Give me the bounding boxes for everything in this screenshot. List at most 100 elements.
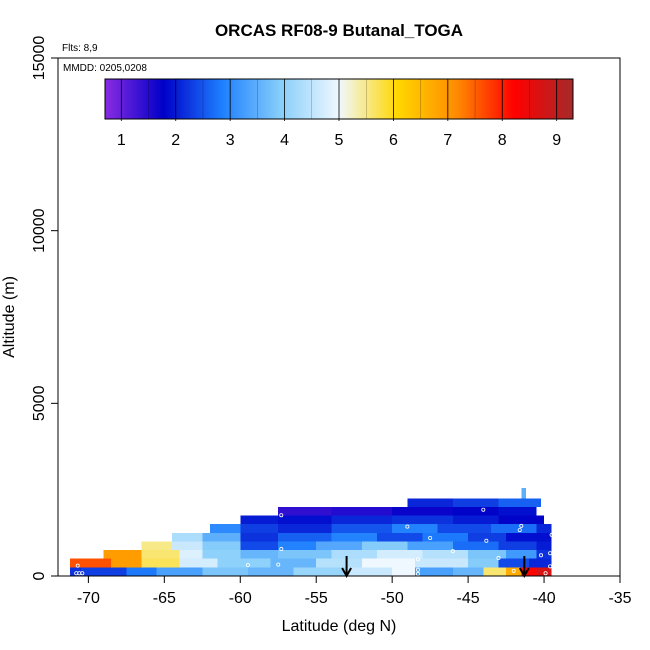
- colorbar-tick-label: 4: [280, 132, 289, 149]
- heatmap-cell: [179, 550, 203, 559]
- heatmap-cell: [452, 567, 484, 576]
- heatmap-cell: [452, 498, 499, 507]
- heatmap-cell: [498, 498, 542, 507]
- sample-point: [279, 547, 284, 552]
- heatmap-cell: [498, 506, 537, 516]
- sample-point: [415, 567, 420, 572]
- colorbar-ticks: 1 2 3 4 5 6 7 8 9: [117, 79, 561, 149]
- heatmap-cell: [141, 558, 180, 568]
- heatmap-cell: [392, 506, 453, 516]
- heatmap-cell: [278, 515, 332, 525]
- heatmap-cell: [126, 567, 157, 576]
- heatmap-cell: [171, 532, 203, 542]
- heatmap-cell: [171, 541, 203, 551]
- heatmap-cell: [536, 524, 552, 533]
- colorbar: 1 2 3 4 5 6 7 8 9: [104, 78, 574, 149]
- sample-points: [74, 507, 554, 576]
- heatmap-cell: [278, 506, 332, 516]
- heatmap-cell: [506, 532, 552, 542]
- heatmap-cell: [70, 558, 112, 568]
- heatmap-cell: [392, 567, 415, 576]
- sample-point: [405, 524, 410, 529]
- heatmap-cell: [407, 541, 453, 551]
- x-tick-label: -60: [229, 590, 252, 607]
- sample-point: [80, 571, 85, 576]
- colorbar-tick-label: 6: [389, 132, 398, 149]
- heatmap-cell: [414, 567, 453, 576]
- sample-point: [484, 538, 489, 543]
- y-tick-label: 0: [31, 571, 48, 580]
- heatmap-cells: [70, 487, 552, 576]
- heatmap-cell: [331, 506, 393, 516]
- heatmap-cell: [452, 515, 499, 525]
- heatmap-cell: [536, 550, 552, 559]
- sample-point: [545, 517, 550, 522]
- sample-point: [549, 532, 554, 537]
- heatmap-cell: [202, 550, 241, 559]
- flights-note: Flts: 8,9: [62, 43, 98, 54]
- heatmap-cell: [179, 558, 218, 568]
- heatmap-cell: [278, 524, 332, 533]
- x-tick-label: -35: [608, 590, 631, 607]
- heatmap-cell: [240, 541, 279, 551]
- sample-point: [548, 551, 553, 556]
- colorbar-tick-label: 8: [498, 132, 507, 149]
- sample-point: [415, 557, 420, 562]
- heatmap-cell: [392, 515, 453, 525]
- heatmap-cell: [437, 524, 491, 533]
- heatmap-cell: [141, 550, 180, 559]
- x-tick-label: -55: [305, 590, 328, 607]
- sample-point: [428, 536, 433, 541]
- colorbar-tick-label: 3: [226, 132, 235, 149]
- x-tick-label: -50: [381, 590, 404, 607]
- sample-point: [450, 549, 455, 554]
- heatmap-cell: [247, 567, 294, 576]
- heatmap-cell: [468, 550, 507, 559]
- sample-point: [481, 507, 486, 512]
- x-tick-label: -70: [77, 590, 100, 607]
- heatmap-cell: [278, 550, 332, 559]
- colorbar-tick-label: 2: [171, 132, 180, 149]
- heatmap-cell: [490, 524, 537, 533]
- sample-point: [519, 523, 524, 528]
- heatmap-cell: [498, 515, 545, 525]
- heatmap-cell: [422, 550, 469, 559]
- heatmap-cell: [103, 550, 142, 559]
- y-axis-label: Altitude (m): [1, 276, 18, 358]
- sample-point: [279, 513, 284, 518]
- heatmap-cell: [414, 558, 469, 568]
- heatmap-cell: [483, 567, 507, 576]
- heatmap-cell: [316, 558, 362, 568]
- heatmap-cell: [498, 558, 529, 568]
- heatmap-cell: [209, 524, 241, 533]
- heatmap-cell: [407, 498, 453, 507]
- heatmap-cell: [376, 532, 423, 542]
- x-axis-label: Latitude (deg N): [282, 618, 397, 635]
- sample-point: [539, 553, 544, 558]
- heatmap-cell: [392, 524, 438, 533]
- heatmap-cell: [217, 558, 271, 568]
- heatmap-cell: [376, 550, 423, 559]
- heatmap-cell: [452, 541, 499, 551]
- heatmap-cell: [293, 567, 347, 576]
- heatmap-cell: [521, 487, 526, 499]
- heatmap-cell: [270, 558, 317, 568]
- heatmap-cell: [331, 515, 393, 525]
- sample-point: [517, 528, 522, 533]
- heatmap-cell: [361, 541, 408, 551]
- heatmap-cell: [536, 541, 552, 551]
- date-note: MMDD: 0205,0208: [63, 63, 147, 74]
- y-tick-label: 10000: [31, 208, 48, 253]
- heatmap-cell: [331, 550, 377, 559]
- sample-point: [496, 556, 501, 561]
- sample-point: [245, 562, 250, 567]
- colorbar-tick-label: 5: [335, 132, 344, 149]
- heatmap-cell: [278, 541, 317, 551]
- heatmap-cell: [331, 532, 377, 542]
- heatmap-cell: [316, 541, 362, 551]
- sample-point: [511, 568, 516, 573]
- heatmap-cell: [506, 567, 522, 576]
- heatmap-cell: [240, 550, 279, 559]
- heatmap-cell: [278, 532, 332, 542]
